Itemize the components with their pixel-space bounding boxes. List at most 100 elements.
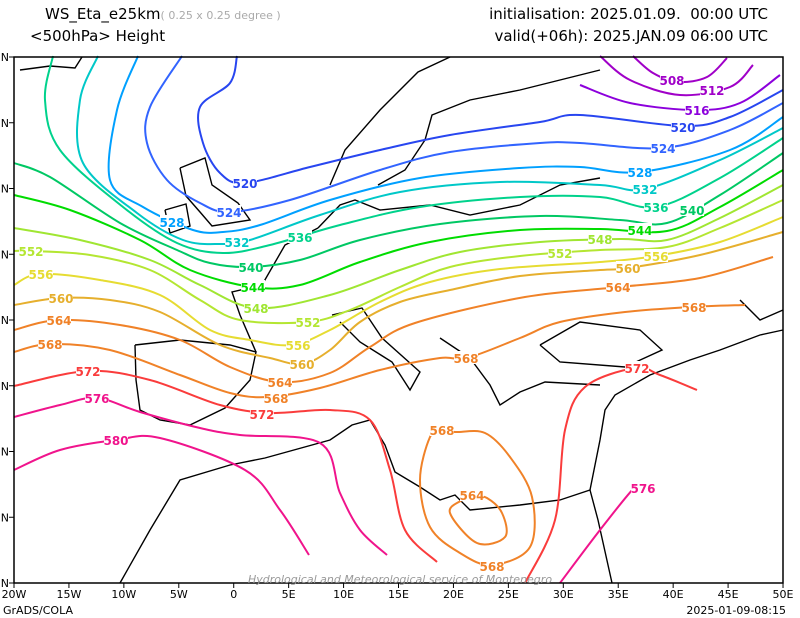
lon-label: 20W — [2, 588, 27, 601]
model-name: WS_Eta_e25km — [45, 5, 161, 23]
contour-label-540: 540 — [679, 204, 704, 218]
contour-label-bg — [682, 300, 706, 313]
contour-line-580 — [13, 434, 310, 556]
contour-label-548: 548 — [587, 233, 612, 247]
contour-label-bg — [644, 200, 668, 213]
contour-label-bg — [19, 244, 43, 257]
contour-line-572 — [524, 366, 698, 584]
lat-label: N — [1, 183, 9, 196]
coastlines — [19, 56, 784, 584]
contour-label-bg — [38, 337, 62, 350]
contour-label-bg — [239, 260, 263, 273]
contour-label-bg — [633, 182, 657, 195]
lat-label: N — [1, 446, 9, 459]
contour-label-bg — [225, 235, 249, 248]
contour-label-560: 560 — [615, 262, 640, 276]
initialisation-time: initialisation: 2025.01.09. 00:00 UTC — [489, 5, 768, 23]
contour-label-532: 532 — [224, 236, 249, 250]
contour-label-bg — [29, 267, 53, 280]
watermark: Hydrological and Meteorological service … — [248, 573, 552, 586]
contour-label-bg — [288, 230, 312, 243]
contour-label-bg — [644, 249, 668, 262]
coastline — [539, 321, 664, 368]
contour-label-bg — [680, 203, 704, 216]
lat-label: N — [1, 117, 9, 130]
contour-label-bg — [85, 391, 109, 404]
contour-label-bg — [660, 73, 684, 86]
contour-line-548 — [13, 184, 784, 310]
contour-label-568: 568 — [479, 560, 504, 574]
contour-label-bg — [244, 301, 268, 314]
contour-label-540: 540 — [238, 261, 263, 275]
field-name: <500hPa> Height — [30, 27, 166, 45]
contour-labels: 508 512 516 520 520 524 524 528 528 532 532 536 536 5… — [18, 73, 725, 574]
contour-label-bg — [685, 103, 709, 116]
contour-label-bg — [233, 176, 257, 189]
lat-label: N — [1, 577, 9, 590]
valid-time: valid(+06h): 2025.JAN.09 06:00 UTC — [494, 27, 768, 45]
contour-label-bg — [454, 351, 478, 364]
contour-label-bg — [264, 391, 288, 404]
contour-label-568: 568 — [37, 338, 62, 352]
contour-line-568 — [418, 429, 536, 567]
contour-label-bg — [160, 215, 184, 228]
contour-label-bg — [76, 364, 100, 377]
model-resolution: ( 0.25 x 0.25 degree ) — [160, 9, 281, 22]
contour-label-bg — [47, 313, 71, 326]
contour-label-564: 564 — [605, 281, 630, 295]
coastline — [119, 419, 613, 584]
contour-label-568: 568 — [429, 424, 454, 438]
contour-label-564: 564 — [459, 489, 484, 503]
contour-label-bg — [268, 375, 292, 388]
contour-label-bg — [631, 481, 655, 494]
lon-label: 5E — [282, 588, 296, 601]
lon-label: 30E — [553, 588, 574, 601]
contour-label-bg — [628, 223, 652, 236]
contour-label-552: 552 — [547, 247, 572, 261]
coastline — [439, 337, 601, 407]
contour-label-bg — [104, 433, 128, 446]
contour-label-544: 544 — [627, 224, 652, 238]
plot-frame — [13, 56, 784, 584]
contour-label-bg — [588, 232, 612, 245]
contour-label-524: 524 — [650, 142, 675, 156]
coastline — [331, 307, 421, 392]
contour-label-bg — [625, 361, 649, 374]
contour-label-bg — [628, 165, 652, 178]
contour-line-572 — [13, 369, 438, 563]
contour-line-540 — [13, 152, 784, 269]
coastline — [589, 329, 784, 491]
contour-label-556: 556 — [285, 339, 310, 353]
contour-label-bg — [700, 83, 724, 96]
footer-software: GrADS/COLA — [3, 604, 73, 617]
height-contours — [13, 55, 784, 584]
contour-label-520: 520 — [670, 121, 695, 135]
header-model-line: WS_Eta_e25km( 0.25 x 0.25 degree ) — [45, 5, 281, 23]
contour-line-576 — [13, 396, 388, 556]
lon-label: 25E — [498, 588, 519, 601]
contour-label-516: 516 — [684, 104, 709, 118]
lon-label: 10E — [333, 588, 354, 601]
contour-label-bg — [480, 559, 504, 572]
lon-label: 20E — [443, 588, 464, 601]
contour-label-556: 556 — [643, 250, 668, 264]
contour-label-bg — [616, 261, 640, 274]
contour-label-bg — [430, 423, 454, 436]
contour-label-568: 568 — [681, 301, 706, 315]
contour-label-524: 524 — [216, 206, 241, 220]
lon-label: 10W — [111, 588, 136, 601]
contour-label-536: 536 — [287, 231, 312, 245]
contour-label-544: 544 — [240, 281, 265, 295]
contour-label-bg — [250, 407, 274, 420]
lon-label: 40E — [663, 588, 684, 601]
contour-label-528: 528 — [627, 166, 652, 180]
contour-label-bg — [606, 280, 630, 293]
contour-label-576: 576 — [630, 482, 655, 496]
contour-line-520 — [197, 55, 784, 185]
lon-label: 15E — [388, 588, 409, 601]
lon-label: 35E — [608, 588, 629, 601]
contour-label-528: 528 — [159, 216, 184, 230]
contour-label-556: 556 — [28, 268, 53, 282]
